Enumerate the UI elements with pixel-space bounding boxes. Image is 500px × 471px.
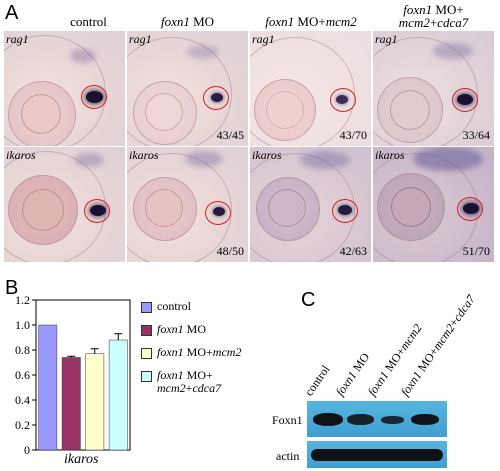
count-label: 51/70 [462,244,490,258]
image-tile-rag1-foxn1-mo-mcm2: rag1 43/70 [250,31,371,146]
legend-entry-control: control [157,299,191,313]
legend-swatch-foxn1-mo-mcm2-cdca7 [141,371,152,382]
panel-b-letter: B [5,277,19,299]
image-tile-rag1-foxn1-mo: rag1 43/45 [127,31,248,146]
y-tick-label: 0 [24,443,30,457]
blot-row-label-actin: actin [276,449,300,463]
panel-a-letter: A [5,2,19,24]
blot-foxn1 [307,401,447,437]
legend-entry-foxn1-mo-mcm2-cdca7: foxn1 MO+ mcm2+cdca7 [157,368,222,395]
bar-1 [38,324,58,451]
image-tile-ikaros-control: ikaros [4,147,125,262]
gene-label: rag1 [252,32,275,46]
gene-label: ikaros [252,148,282,162]
panel-c-letter: C [301,289,316,311]
bar-2 [61,357,81,451]
column-header-foxn1-mo: foxn1 MO [160,14,215,29]
band [311,449,443,461]
blot-row-label-foxn1: Foxn1 [272,413,303,427]
image-tile-ikaros-foxn1-mo-mcm2: ikaros 42/63 [250,147,371,262]
image-tile-ikaros-foxn1-mo-mcm2-cdca7: ikaros 51/70 [373,147,494,262]
count-label: 43/70 [339,128,367,142]
legend-swatch-foxn1-mo-mcm2 [141,348,152,359]
legend-entry-foxn1-mo-mcm2: foxn1 MO+mcm2 [157,345,242,359]
bar-chart: 0 0.2 0.4 0.6 0.8 1.0 1.2 [15,293,131,457]
image-tile-rag1-control: rag1 [4,31,125,146]
band [313,413,343,426]
count-label: 42/63 [339,244,367,258]
legend-swatch-foxn1-mo [141,325,152,336]
column-header-foxn1-mo-mcm2-cdca7: foxn1 MO+ mcm2+cdca7 [398,2,469,30]
blot-actin [307,441,447,468]
bar-4 [108,339,128,451]
gene-label: ikaros [375,148,405,162]
bar-3 [85,353,105,451]
gene-label: rag1 [6,32,29,46]
image-tile-rag1-foxn1-mo-mcm2-cdca7: rag1 33/64 [373,31,494,146]
y-tick-label: 0.2 [15,418,30,432]
band [411,414,439,425]
column-header-foxn1-mo-mcm2: foxn1 MO+mcm2 [265,14,357,29]
band [347,414,374,425]
y-tick-label: 1.2 [15,293,30,307]
gene-label: ikaros [129,148,159,162]
x-axis-label: ikaros [64,452,99,467]
count-label: 33/64 [462,128,490,142]
y-tick-label: 0.4 [15,393,30,407]
legend-entry-foxn1-mo: foxn1 MO [157,322,207,336]
band [381,416,404,424]
gene-label: ikaros [6,148,36,162]
y-tick-label: 1.0 [15,318,30,332]
y-tick-label: 0.8 [15,343,30,357]
y-tick-label: 0.6 [15,368,30,382]
gene-label: rag1 [129,32,152,46]
legend-swatch-control [141,302,152,313]
lane-label-control: control [301,362,333,399]
column-header-control: control [70,14,107,29]
gene-label: rag1 [375,32,398,46]
count-label: 43/45 [216,128,244,142]
count-label: 48/50 [216,244,244,258]
image-tile-ikaros-foxn1-mo: ikaros 48/50 [127,147,248,262]
